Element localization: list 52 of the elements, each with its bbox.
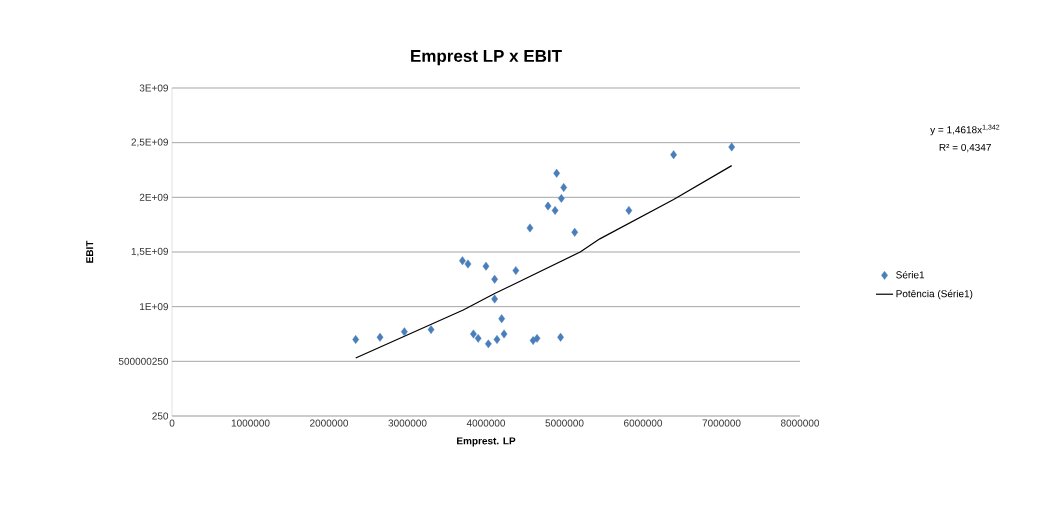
point [376, 332, 384, 342]
y-axis-title: EBIT [86, 240, 94, 263]
point [482, 261, 490, 271]
point [500, 329, 508, 339]
x-tick-label: 0 [169, 419, 175, 427]
point [498, 314, 506, 324]
y-tick-label: 2,5E+09 [131, 138, 169, 147]
point [557, 332, 564, 342]
y-tick-label: 1E+09 [140, 303, 169, 311]
legend-label: Potência (Série1) [896, 289, 973, 300]
point [670, 150, 677, 160]
point [459, 256, 466, 266]
legend-label: Série1 [896, 270, 925, 279]
point [474, 333, 482, 343]
x-tick-label: 2000000 [310, 419, 349, 427]
point [352, 335, 360, 344]
point [526, 223, 534, 233]
text: R² = 0,4347 [939, 143, 991, 153]
x-tick-label: 5000000 [545, 419, 584, 427]
point [728, 142, 736, 152]
point [485, 339, 492, 349]
x-tick-label: 3000000 [388, 419, 427, 427]
point [464, 259, 472, 269]
point [470, 329, 477, 339]
point [551, 206, 559, 215]
point [401, 327, 408, 337]
point [560, 183, 568, 192]
y-tick-label: 500000250 [118, 357, 169, 365]
x-tick-label: 6000000 [624, 419, 663, 427]
point [571, 227, 579, 237]
point [544, 201, 552, 211]
point [533, 333, 541, 343]
chart-title: Emprest LP x EBIT [411, 50, 562, 66]
x-tick-label: 8000000 [780, 419, 820, 427]
x-tick-label: 4000000 [466, 419, 506, 427]
point [493, 335, 501, 344]
x-tick-label: 1000000 [231, 419, 270, 427]
x-tick-label: 7000000 [702, 419, 741, 427]
point [558, 194, 565, 203]
y-tick-label: 3E+09 [139, 84, 169, 92]
point [491, 294, 498, 304]
y-tick-label: 1,5E+09 [131, 247, 169, 257]
point [427, 325, 435, 335]
text: y = 1,4618x$^{1,342}$ [930, 124, 1000, 136]
point [625, 206, 633, 215]
x-axis-title: Emprest. LP [457, 437, 516, 447]
point [491, 274, 498, 284]
point [512, 266, 520, 275]
y-tick-label: 250 [152, 412, 169, 420]
point [553, 168, 560, 178]
line-series [355, 165, 733, 359]
y-tick-label: 2E+09 [139, 193, 169, 201]
